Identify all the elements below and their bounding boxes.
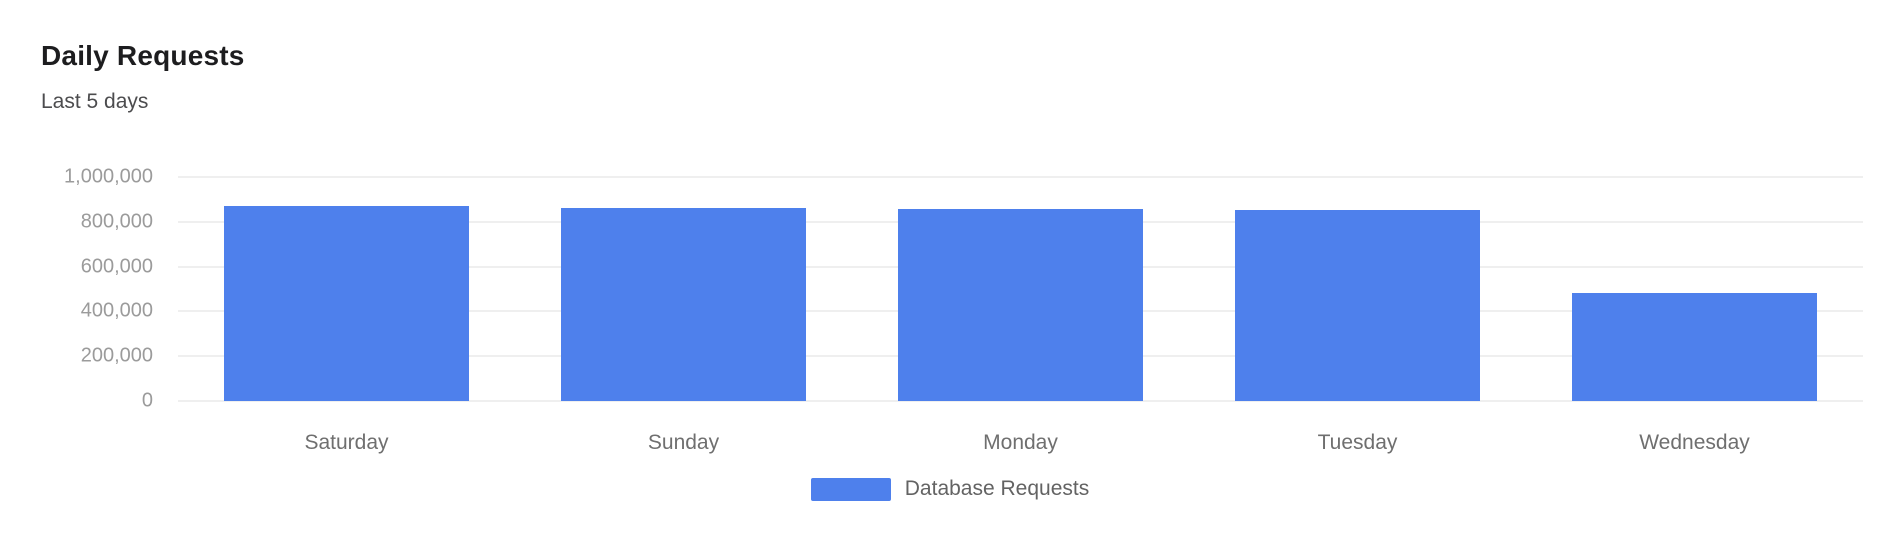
- bar-sunday[interactable]: [561, 207, 806, 401]
- bar-monday[interactable]: [898, 209, 1143, 401]
- x-axis-label-monday: Monday: [983, 431, 1058, 454]
- chart-legend: Database Requests: [0, 477, 1900, 501]
- x-axis-label-sunday: Sunday: [647, 431, 720, 454]
- x-axis-label-wednesday: Wednesday: [1639, 431, 1750, 454]
- bar-tuesday[interactable]: [1235, 209, 1480, 401]
- legend-swatch-icon: [810, 477, 891, 501]
- y-axis-tick-label: 1,000,000: [64, 165, 153, 188]
- chart-subtitle: Last 5 days: [41, 90, 149, 113]
- x-axis-label-tuesday: Tuesday: [1317, 431, 1398, 454]
- y-axis-tick-label: 200,000: [80, 344, 153, 367]
- y-axis-tick-label: 0: [141, 389, 153, 412]
- x-axis-label-saturday: Saturday: [304, 431, 389, 454]
- bar-saturday[interactable]: [224, 206, 469, 401]
- bar-wednesday[interactable]: [1572, 293, 1817, 401]
- y-axis-tick-label: 400,000: [80, 299, 153, 322]
- gridline-0: [178, 400, 1863, 402]
- gridline-1000000: [178, 176, 1863, 178]
- legend-item-database-requests[interactable]: Database Requests: [810, 477, 1090, 501]
- legend-label: Database Requests: [904, 477, 1090, 500]
- y-axis-tick-label: 800,000: [80, 210, 153, 233]
- y-axis-tick-label: 600,000: [80, 255, 153, 278]
- chart-title: Daily Requests: [41, 40, 245, 71]
